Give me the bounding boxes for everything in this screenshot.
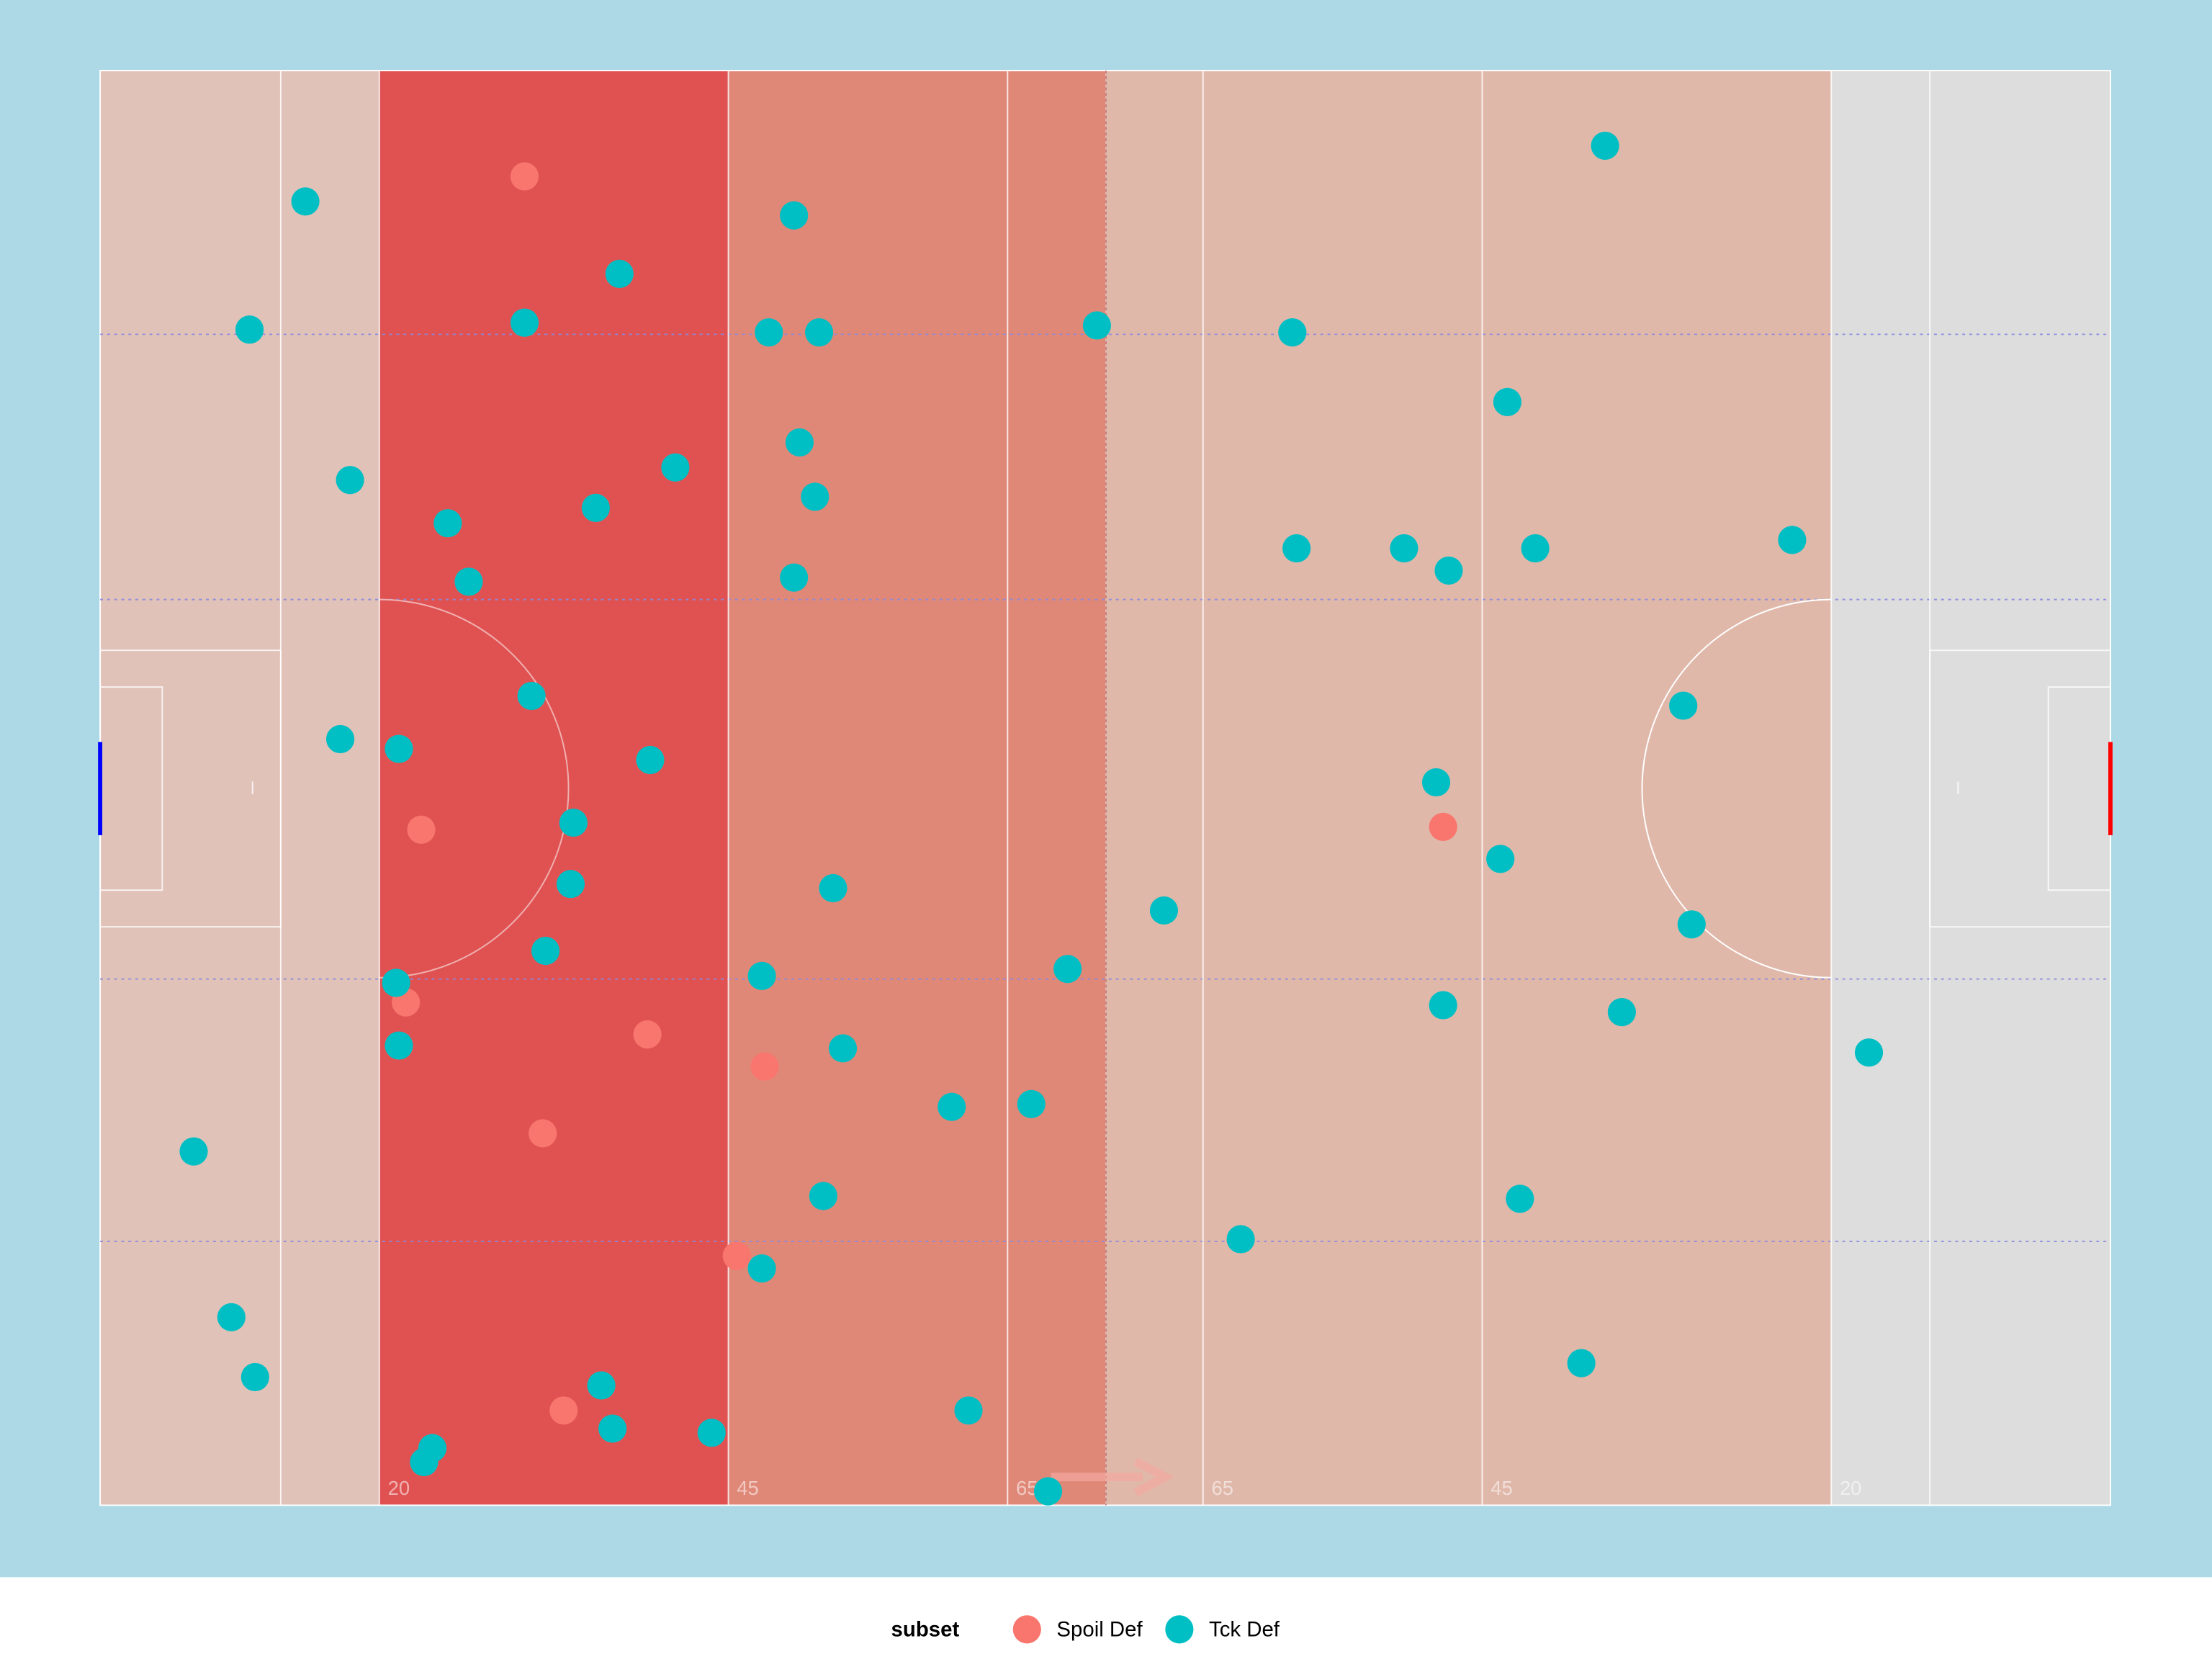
point [235, 315, 264, 344]
point [382, 968, 410, 997]
legend-title: subset [891, 1618, 960, 1642]
point [549, 1396, 578, 1425]
point [605, 259, 634, 288]
x-tick-label: 20 [1840, 1477, 1861, 1499]
point [809, 1182, 837, 1210]
zone [1831, 70, 2110, 1506]
point [556, 870, 585, 899]
legend-marker [1165, 1615, 1194, 1644]
point [217, 1303, 246, 1331]
arc [1641, 598, 1832, 979]
point [747, 961, 776, 990]
point [510, 308, 539, 337]
x-tick-label: 45 [737, 1477, 758, 1499]
point [1778, 526, 1807, 554]
point [1429, 812, 1457, 841]
direction-arrow [1051, 1457, 1174, 1497]
point [325, 724, 355, 754]
point [385, 734, 413, 763]
point [1434, 556, 1463, 585]
point [291, 187, 320, 216]
point [1226, 1225, 1255, 1254]
point [433, 509, 462, 538]
point [1149, 896, 1179, 925]
point [1493, 387, 1521, 416]
point [587, 1371, 616, 1400]
point [385, 1031, 413, 1060]
point [755, 318, 783, 347]
x-tick-label: 45 [1491, 1477, 1512, 1499]
point [828, 1034, 858, 1063]
point [747, 1254, 776, 1283]
zone [100, 70, 379, 1506]
point [636, 745, 665, 775]
point [510, 162, 539, 191]
point [780, 563, 809, 592]
point [336, 466, 364, 495]
point [1854, 1038, 1884, 1067]
point [179, 1137, 208, 1166]
point [1421, 768, 1451, 797]
point [633, 1020, 662, 1049]
point [1082, 311, 1111, 340]
point [1053, 955, 1082, 984]
legend-label: Spoil Def [1056, 1618, 1143, 1642]
point [750, 1052, 779, 1081]
point [1282, 534, 1311, 563]
point [1567, 1349, 1596, 1377]
point [661, 453, 690, 482]
point [410, 1447, 439, 1477]
x-tick-label: 20 [388, 1477, 410, 1499]
point [1017, 1089, 1046, 1118]
point [559, 808, 588, 837]
point [529, 1119, 557, 1148]
point [1591, 131, 1619, 161]
point [938, 1092, 966, 1121]
point [1429, 991, 1457, 1020]
zone [1105, 70, 1832, 1506]
zone [379, 70, 729, 1506]
point [785, 428, 814, 457]
point [780, 201, 809, 230]
point [819, 873, 848, 903]
point [407, 815, 436, 844]
point [598, 1414, 627, 1443]
point [240, 1362, 269, 1392]
point [722, 1241, 751, 1270]
point [1506, 1184, 1534, 1213]
legend-label: Tck Def [1209, 1618, 1280, 1642]
zone [728, 70, 1106, 1506]
point [581, 493, 610, 522]
point [1486, 845, 1515, 873]
point [804, 318, 834, 347]
x-tick-label: 65 [1211, 1477, 1233, 1499]
legend-marker [1012, 1615, 1041, 1644]
point [697, 1419, 726, 1447]
arc [379, 598, 570, 979]
point [801, 482, 830, 511]
point [531, 936, 560, 966]
point [1677, 910, 1706, 939]
point [1669, 691, 1698, 720]
point [454, 567, 483, 596]
point [517, 681, 546, 711]
point [1607, 998, 1636, 1027]
point [1033, 1477, 1063, 1506]
point [1390, 534, 1419, 563]
point [954, 1396, 983, 1425]
point [1278, 318, 1307, 347]
point [1521, 534, 1550, 563]
